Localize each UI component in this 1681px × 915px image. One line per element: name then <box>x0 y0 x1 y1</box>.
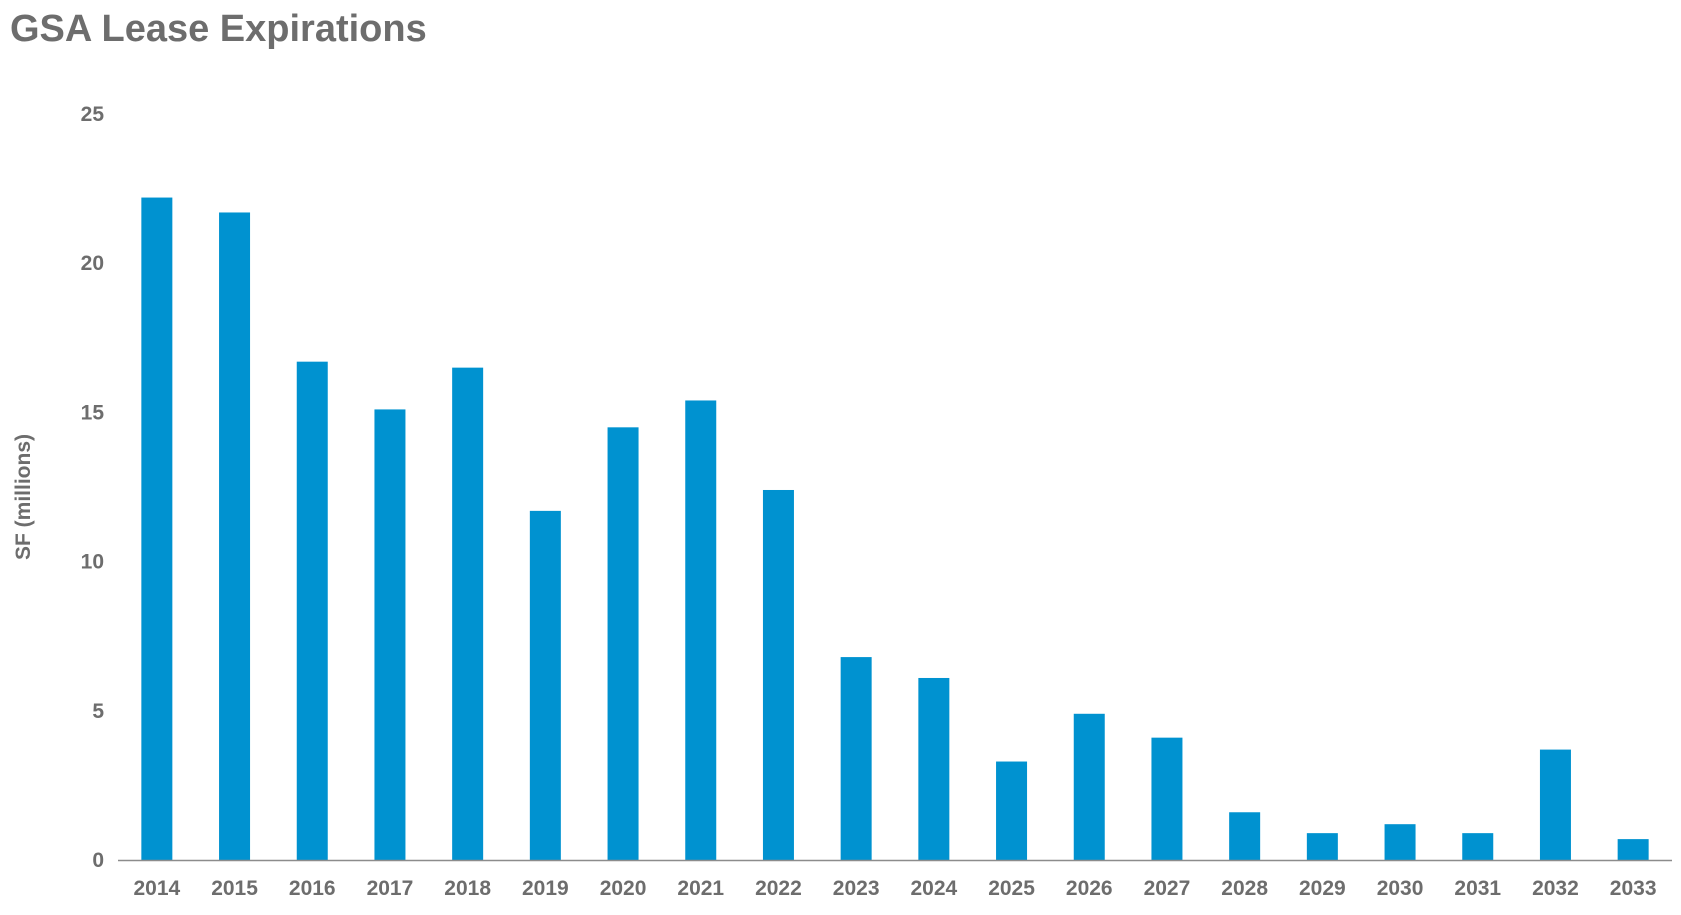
x-tick-label: 2028 <box>1221 877 1268 900</box>
x-tick-label: 2015 <box>211 877 258 900</box>
x-tick-label: 2017 <box>367 877 414 900</box>
y-tick-label: 25 <box>81 103 105 126</box>
x-tick-label: 2021 <box>677 877 724 900</box>
bar-2023 <box>840 657 872 860</box>
bar-2028 <box>1229 812 1261 860</box>
y-tick-label: 5 <box>92 700 104 723</box>
x-tick-label: 2029 <box>1299 877 1346 900</box>
x-tick-label: 2018 <box>444 877 491 900</box>
y-tick-label: 0 <box>92 849 104 872</box>
bar-2021 <box>685 400 717 860</box>
y-tick-label: 20 <box>81 252 104 275</box>
x-tick-label: 2033 <box>1610 877 1657 900</box>
bar-2032 <box>1539 749 1571 860</box>
x-tick-label: 2019 <box>522 877 569 900</box>
bar-2025 <box>996 761 1028 860</box>
x-tick-label: 2024 <box>910 877 957 900</box>
bar-2026 <box>1073 713 1105 860</box>
bar-2024 <box>918 677 950 860</box>
bar-2020 <box>607 427 639 860</box>
chart-title: GSA Lease Expirations <box>10 8 427 50</box>
bar-2022 <box>762 489 794 860</box>
bar-2015 <box>219 212 251 861</box>
y-axis-title: SF (millions) <box>12 434 35 560</box>
x-tick-label: 2025 <box>988 877 1035 900</box>
bar-2017 <box>374 409 406 860</box>
x-tick-label: 2016 <box>289 877 336 900</box>
x-tick-label: 2014 <box>133 877 180 900</box>
bar-2033 <box>1617 839 1649 860</box>
x-tick-label: 2030 <box>1377 877 1424 900</box>
x-tick-label: 2023 <box>833 877 880 900</box>
bar-2031 <box>1462 833 1494 860</box>
x-tick-label: 2032 <box>1532 877 1579 900</box>
x-tick-label: 2022 <box>755 877 802 900</box>
y-tick-label: 10 <box>81 551 104 574</box>
x-tick-label: 2020 <box>600 877 647 900</box>
x-tick-label: 2027 <box>1144 877 1191 900</box>
x-tick-label: 2031 <box>1454 877 1501 900</box>
y-tick-label: 15 <box>81 401 105 424</box>
bar-2030 <box>1384 824 1416 860</box>
x-tick-label: 2026 <box>1066 877 1113 900</box>
bar-2029 <box>1306 833 1338 860</box>
bar-2019 <box>529 510 561 860</box>
bar-2018 <box>452 367 484 860</box>
bar-2027 <box>1151 737 1183 860</box>
bar-2016 <box>296 361 328 860</box>
bar-2014 <box>141 197 173 860</box>
